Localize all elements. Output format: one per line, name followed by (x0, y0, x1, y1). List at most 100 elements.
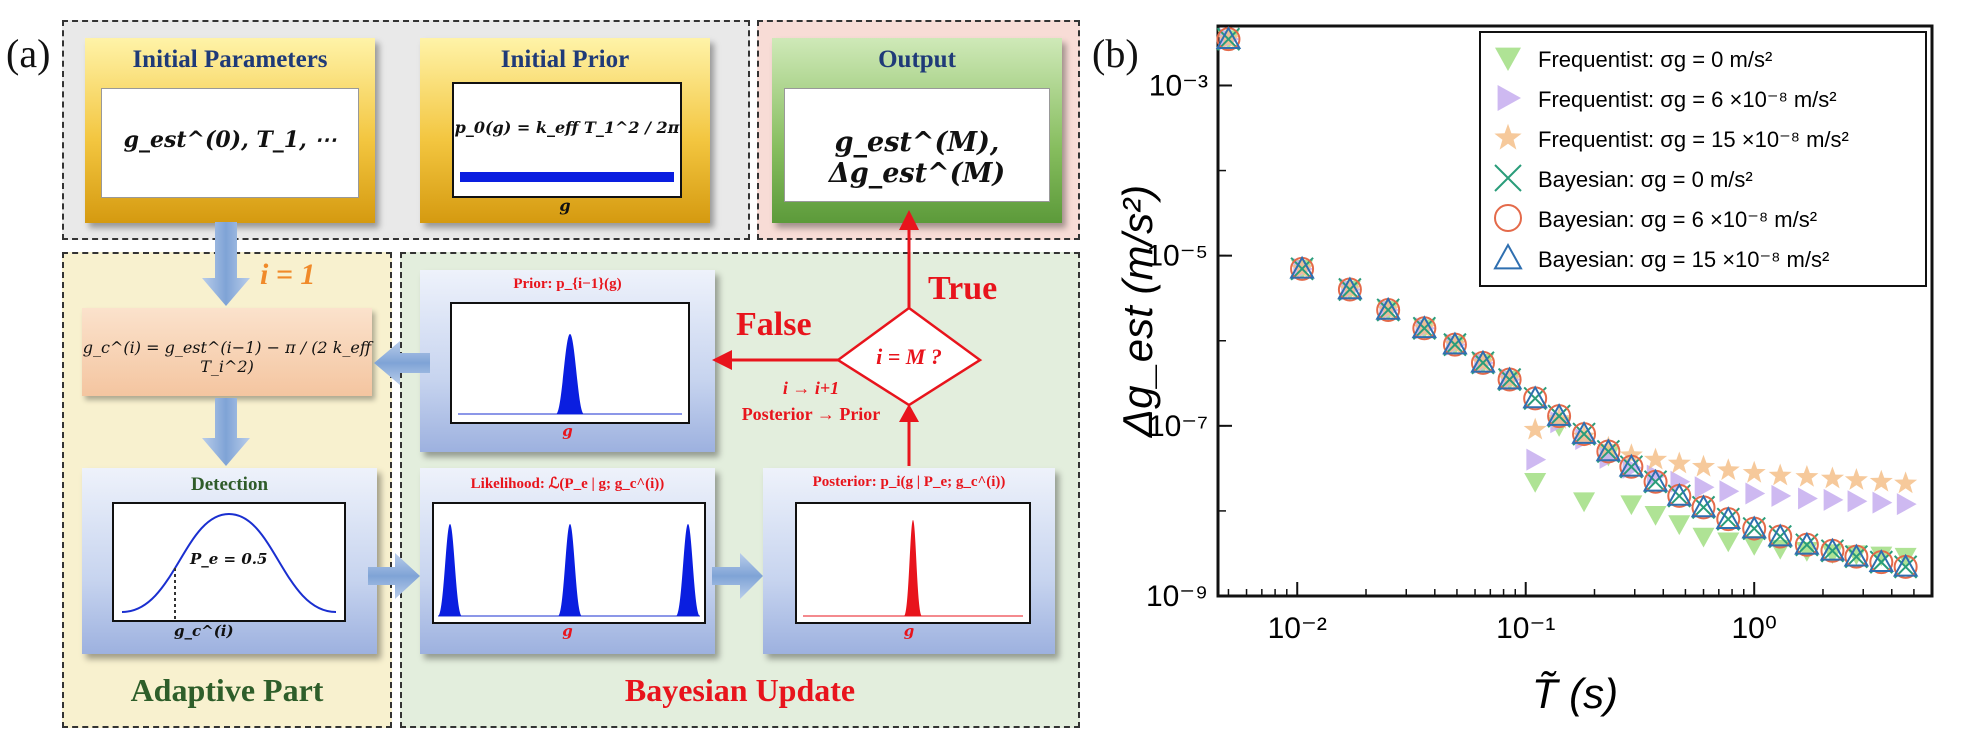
bayesian-update-title: Bayesian Update (624, 672, 856, 708)
step-label-iteration: i → i+1 (782, 378, 840, 398)
prior-axis-label: g (562, 422, 573, 440)
data-point-star (1716, 458, 1740, 481)
posterior-peak (904, 520, 922, 616)
legend-entry-label: Frequentist: σg = 15 ×10⁻⁸ m/s² (1538, 127, 1849, 152)
data-point-star (1869, 469, 1893, 492)
legend-marker-star (1494, 123, 1522, 150)
likelihood-axis-label: g (562, 622, 573, 640)
update-formula: g_c^(i) = g_est^(i−1) − π / (2 k_eff T_i… (82, 338, 372, 376)
data-point-triangle-down (1524, 472, 1547, 493)
data-point-triangle-right (1847, 490, 1868, 513)
arrow-init-to-update (202, 222, 250, 306)
arrow-update-to-detection (202, 398, 250, 466)
data-point-triangle-right (1798, 487, 1818, 510)
data-point-triangle-up (1411, 315, 1438, 339)
legend-marker-triangle-right (1497, 85, 1521, 111)
likelihood-plot (432, 502, 706, 624)
step-label-posterior-prior: Posterior → Prior (741, 404, 881, 424)
uniform-prior-bar (460, 172, 674, 182)
arrow-likelihood-to-posterior (712, 553, 763, 599)
data-point-star (1820, 466, 1844, 489)
data-point-triangle-down (1668, 515, 1691, 536)
legend-marker-circle (1494, 204, 1522, 232)
likelihood-title: Likelihood: ℒ(P_e | g; g_c^(i)) (470, 476, 665, 492)
likelihood-box: Likelihood: ℒ(P_e | g; g_c^(i)) g (420, 468, 715, 654)
initial-parameters-title: Initial Parameters (132, 46, 328, 73)
data-point-triangle-up (1571, 421, 1597, 444)
data-point-triangle-up (1337, 276, 1363, 300)
data-point-triangle-down (1743, 535, 1766, 556)
arrow-detection-to-likelihood (368, 553, 420, 599)
data-point-triangle-up (1892, 553, 1919, 577)
y-tick-label: 10⁻³ (1149, 69, 1208, 102)
detection-title: Detection (190, 474, 269, 495)
data-point-star (1742, 460, 1766, 483)
data-point-triangle-right (1872, 491, 1893, 514)
legend-entry-label: Frequentist: σg = 0 m/s² (1538, 47, 1772, 72)
likelihood-peak-center (558, 524, 582, 616)
legend-marker-triangle-up (1493, 242, 1523, 270)
y-tick-label: 10⁻⁷ (1148, 410, 1208, 443)
data-point-triangle-up (1868, 549, 1895, 572)
scatter-chart: 10⁻² 10⁻¹ 10⁰ 10⁻³ 10⁻⁵ 10⁻⁷ 10⁻⁹ T̃ (s) Δg_est … (1114, 24, 1934, 717)
data-point-triangle-up (1375, 296, 1401, 320)
posterior-box: Posterior: p_i(g | P_e; g_c^(i)) g (763, 468, 1055, 654)
data-point-triangle-up (1595, 438, 1622, 462)
data-point-triangle-up (1794, 531, 1820, 555)
data-point-triangle-down (1573, 492, 1596, 513)
output-panel: g_est^(M), Δg_est^(M) (784, 88, 1050, 202)
data-point-triangle-up (1215, 26, 1242, 49)
legend-entry-label: Bayesian: σg = 15 ×10⁻⁸ m/s² (1538, 247, 1829, 272)
data-point-triangle-up (1618, 453, 1645, 477)
output-title: Output (878, 46, 956, 73)
output-formula: g_est^(M), Δg_est^(M) (828, 127, 1006, 189)
data-point-triangle-right (1646, 464, 1667, 487)
data-point-triangle-right (1694, 476, 1715, 499)
data-point-triangle-down (1717, 532, 1740, 553)
data-point-triangle-down (1644, 506, 1667, 526)
data-point-triangle-up (1819, 537, 1846, 561)
data-point-star (1547, 407, 1571, 429)
data-point-triangle-right (1526, 448, 1547, 471)
initial-prior-axis-label: g (559, 196, 571, 215)
data-point-triangle-up (1666, 482, 1692, 506)
prior-curve-svg (458, 334, 682, 415)
pe-label: P_e = 0.5 (190, 550, 268, 568)
prior-plot (450, 302, 690, 424)
data-point-triangle-right (1823, 488, 1844, 511)
detection-box: Detection P_e = 0.5 g_c^(i) (82, 468, 377, 654)
flow-arrows-overlay (202, 210, 983, 599)
initial-prior-title: Initial Prior (500, 46, 630, 73)
y-tick-label: 10⁻⁵ (1146, 240, 1208, 273)
initial-prior-panel: p_0(g) = k_eff T_1^2 / 2π (452, 82, 682, 198)
likelihood-curve-svg (438, 524, 700, 617)
iteration-label: i = 1 (260, 258, 316, 291)
false-label: False (736, 306, 812, 343)
data-point-triangle-up (1715, 506, 1741, 529)
data-point-triangle-down (1795, 541, 1818, 562)
data-point-star (1667, 451, 1691, 474)
data-point-star (1644, 447, 1668, 470)
data-point-triangle-up (1289, 255, 1315, 279)
adaptive-part-title: Adaptive Part (130, 672, 324, 708)
y-axis-label: Δg_est (m/s²) (1114, 185, 1161, 438)
data-point-triangle-right (1719, 480, 1740, 503)
data-point-triangle-up (1442, 331, 1468, 355)
detection-curve-svg (121, 512, 337, 620)
likelihood-peak-left (438, 524, 462, 616)
data-point-star (1692, 454, 1715, 477)
data-point-star (1894, 471, 1918, 494)
data-point-triangle-up (1741, 515, 1767, 539)
true-label: True (928, 270, 998, 307)
data-point-triangle-down (1692, 527, 1715, 548)
data-point-star (1844, 468, 1868, 490)
data-point-triangle-up (1767, 523, 1793, 547)
data-point-triangle-up (1546, 403, 1572, 426)
posterior-axis-label: g (903, 622, 915, 640)
initial-parameters-panel: g_est^(0), T_1, ⋯ (101, 88, 359, 198)
data-point-star (1596, 435, 1620, 458)
detection-plot: P_e = 0.5 (112, 502, 346, 622)
decision-diamond (835, 306, 983, 407)
posterior-curve-svg (803, 520, 1023, 617)
data-point-triangle-down (1620, 495, 1643, 516)
